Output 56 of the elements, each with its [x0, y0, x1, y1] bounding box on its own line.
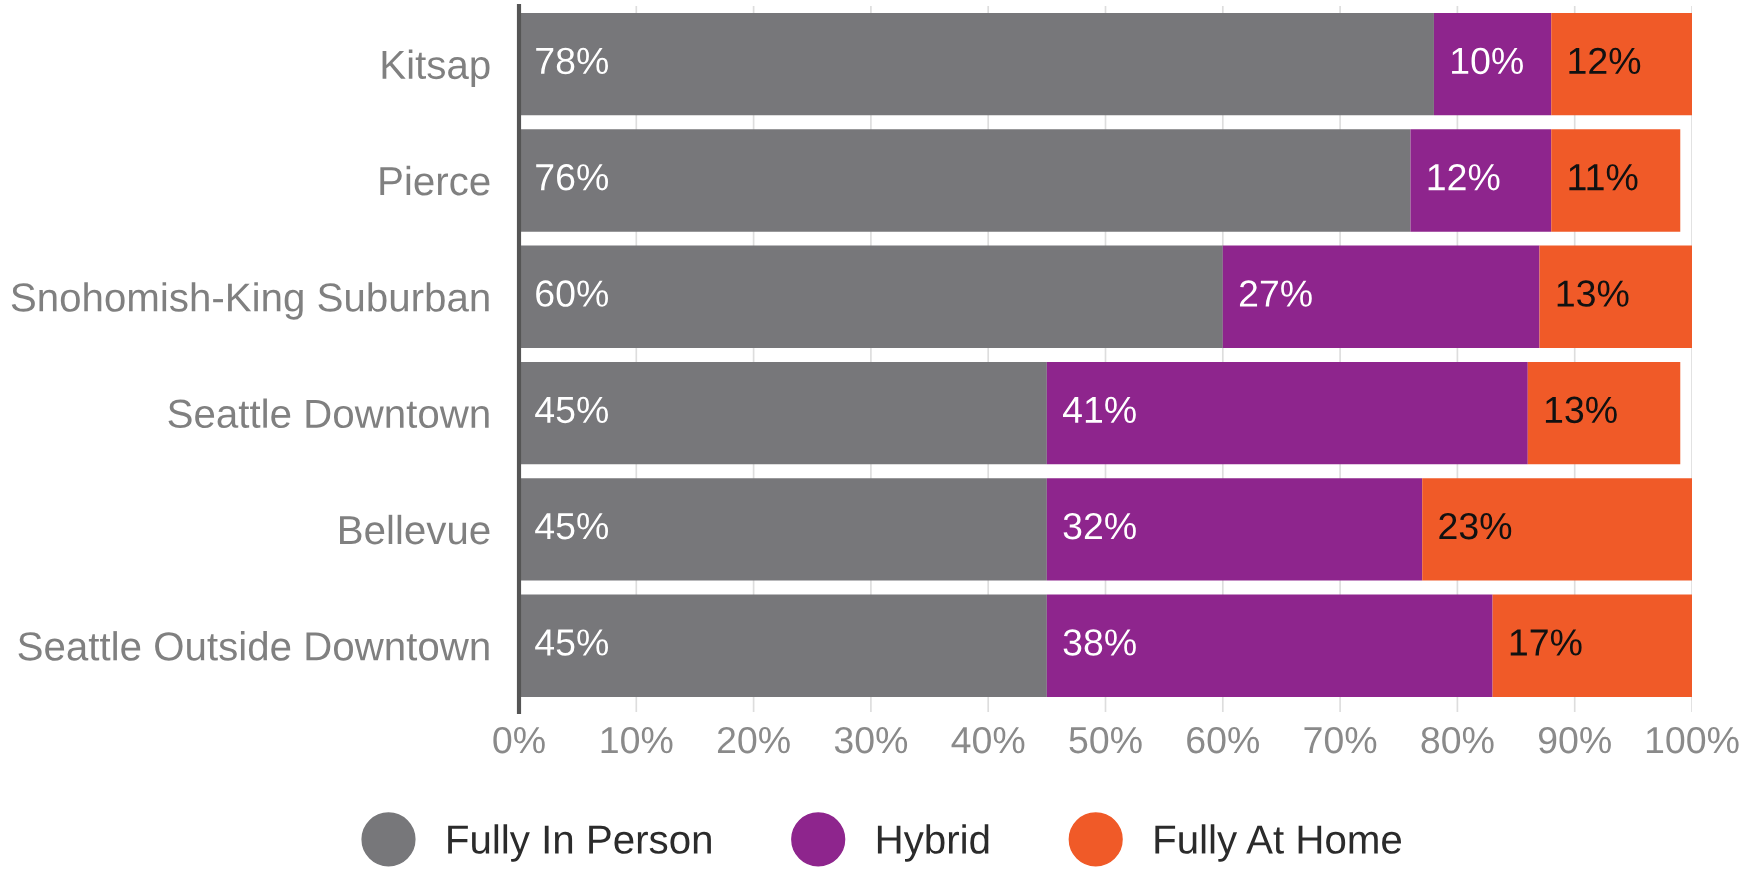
- data-label: 41%: [1062, 396, 1136, 423]
- x-tick-label: 70%: [1304, 726, 1377, 754]
- bar: [1551, 12, 1692, 116]
- bar: [1410, 129, 1552, 232]
- bar: [519, 245, 1223, 348]
- bar: [1422, 478, 1692, 581]
- x-tick-label: 80%: [1421, 726, 1494, 754]
- bar: [1492, 594, 1692, 697]
- x-tick-label: 50%: [1069, 726, 1142, 754]
- data-label: 13%: [1545, 396, 1617, 424]
- legend-label: Hybrid: [877, 824, 989, 862]
- data-label: 32%: [1063, 512, 1136, 540]
- data-label: 45%: [535, 629, 608, 656]
- y-tick-label: Kitsap: [382, 49, 490, 88]
- data-label: 12%: [1428, 163, 1500, 191]
- y-tick-label: Snohomish-King Suburban: [11, 282, 489, 320]
- data-label: 78%: [536, 47, 608, 75]
- bar: [1222, 245, 1540, 348]
- bar: [1539, 245, 1692, 348]
- x-tick-label: 90%: [1538, 726, 1611, 754]
- data-label: 11%: [1569, 164, 1638, 191]
- data-label: 23%: [1439, 512, 1512, 540]
- bar: [1551, 129, 1681, 232]
- data-label: 13%: [1557, 280, 1629, 307]
- bar: [1046, 361, 1528, 465]
- x-tick-label: 40%: [951, 726, 1025, 754]
- y-tick-label: Bellevue: [340, 514, 490, 545]
- x-tick-label: 60%: [1187, 726, 1259, 754]
- x-tick-label: 100%: [1646, 726, 1739, 754]
- bar: [519, 478, 1047, 581]
- bar: [1046, 478, 1423, 581]
- bar: [1527, 361, 1681, 465]
- bar: [1433, 12, 1552, 116]
- x-tick-label: 30%: [834, 726, 908, 754]
- x-tick-label: 20%: [717, 726, 790, 754]
- bar: [519, 361, 1047, 465]
- legend-label: Fully At Home: [1155, 824, 1402, 862]
- legend-label: Fully In Person: [448, 824, 711, 862]
- data-label: 60%: [536, 280, 608, 307]
- data-label: 76%: [536, 163, 608, 191]
- data-label: 45%: [535, 396, 608, 424]
- data-label: 38%: [1063, 629, 1136, 656]
- data-label: 12%: [1569, 47, 1641, 75]
- bar: [519, 12, 1434, 116]
- y-tick-label: Seattle Downtown: [168, 398, 489, 429]
- data-label: 27%: [1239, 280, 1312, 307]
- x-tick-label: 0%: [493, 726, 545, 754]
- bar: [519, 129, 1411, 232]
- bar: [519, 594, 1047, 697]
- x-tick-label: 10%: [601, 726, 673, 754]
- data-label: 45%: [535, 513, 608, 540]
- data-label: 10%: [1452, 47, 1523, 75]
- data-label: 17%: [1510, 629, 1582, 656]
- y-tick-label: Pierce: [380, 165, 490, 196]
- bar: [1046, 594, 1493, 697]
- y-tick-label: Seattle Outside Downtown: [18, 631, 489, 661]
